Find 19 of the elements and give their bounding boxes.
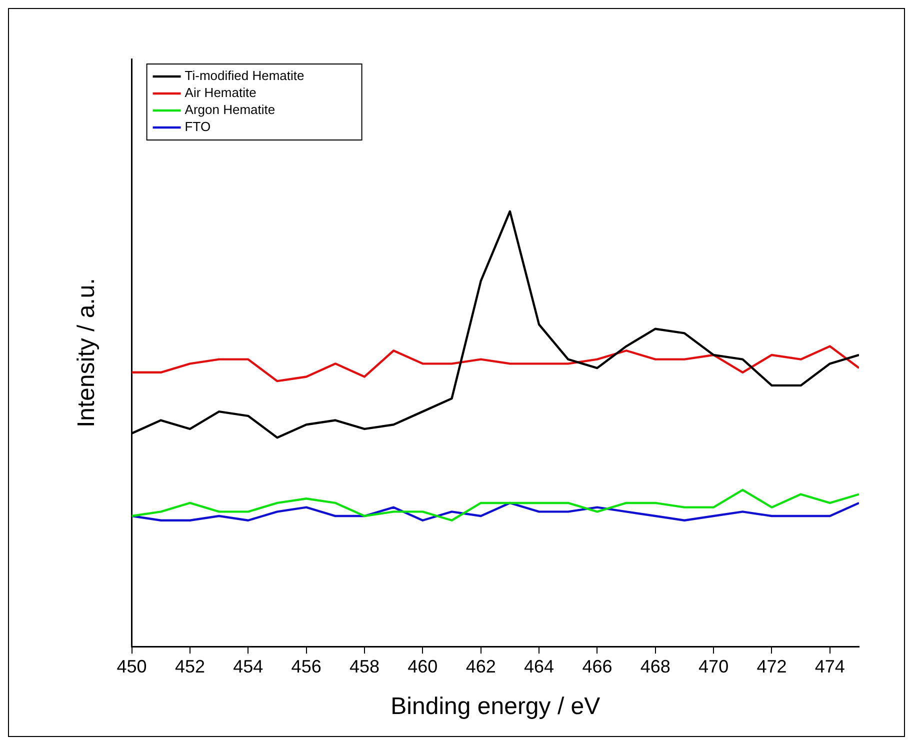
x-tick-label: 454 xyxy=(233,656,264,676)
x-tick-label: 456 xyxy=(291,656,322,676)
x-tick-label: 458 xyxy=(349,656,380,676)
x-tick-label: 462 xyxy=(466,656,496,676)
x-tick-label: 466 xyxy=(582,656,612,676)
legend-label: FTO xyxy=(184,119,211,134)
legend-label: Ti-modified Hematite xyxy=(184,68,304,84)
legend-label: Air Hematite xyxy=(184,85,256,100)
x-tick-label: 472 xyxy=(756,656,787,676)
y-axis-title: Intensity / a.u. xyxy=(73,278,100,428)
x-tick-label: 470 xyxy=(698,656,729,676)
x-tick-label: 468 xyxy=(640,656,670,676)
x-tick-label: 450 xyxy=(116,656,147,676)
x-axis-title: Binding energy / eV xyxy=(390,693,600,720)
x-tick-label: 460 xyxy=(408,656,438,676)
legend-label: Argon Hematite xyxy=(184,102,276,118)
x-tick-label: 452 xyxy=(174,656,205,676)
x-tick-label: 474 xyxy=(814,656,845,676)
x-tick-label: 464 xyxy=(524,656,554,676)
